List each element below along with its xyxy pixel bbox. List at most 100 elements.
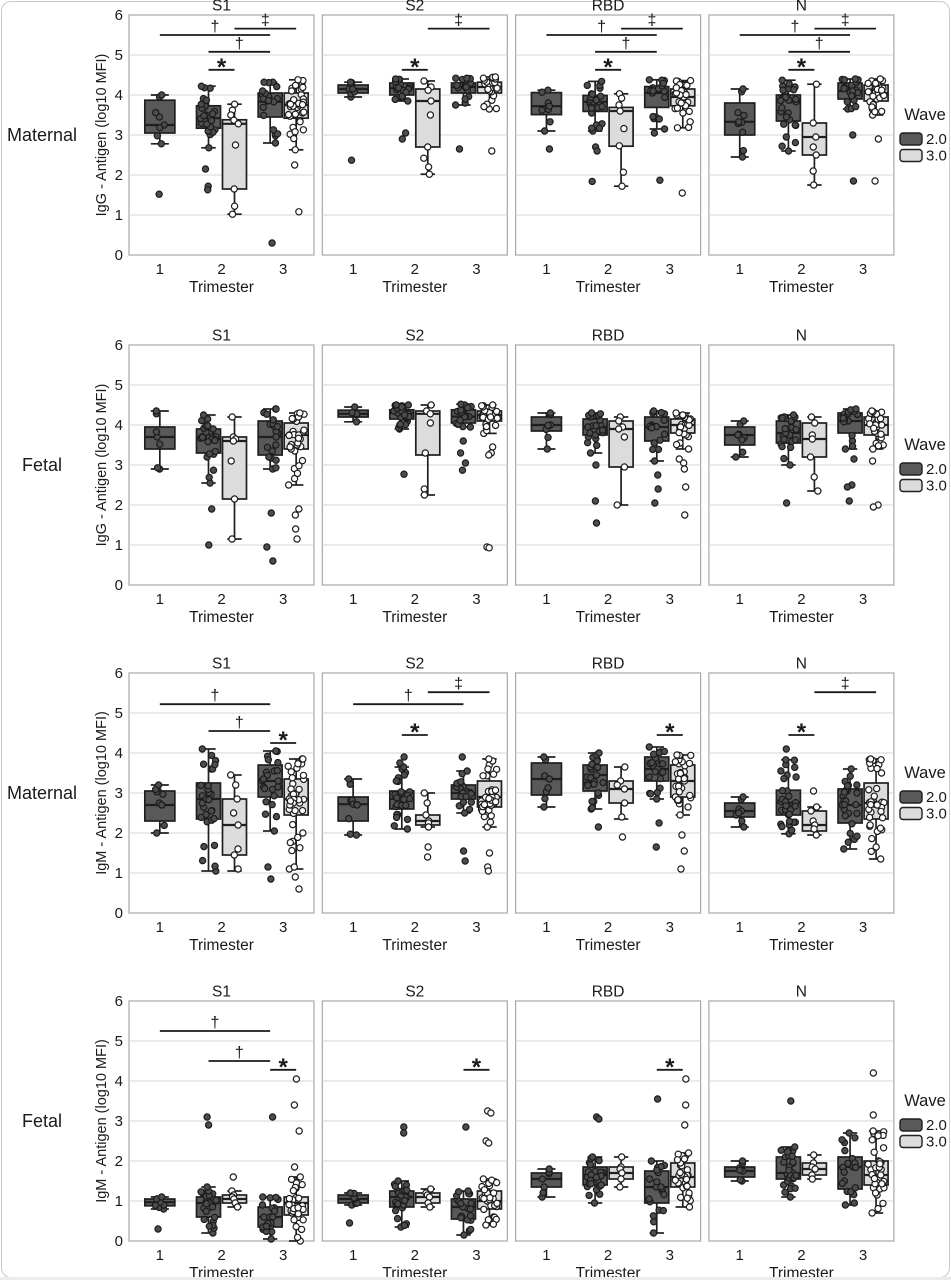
data-point: [298, 456, 307, 465]
data-point: [207, 807, 215, 815]
row-label: Fetal: [22, 1111, 62, 1131]
panel-title: N: [796, 984, 807, 1001]
data-point: [851, 75, 859, 83]
data-point: [263, 410, 271, 418]
x-tick-label: 3: [279, 1247, 287, 1264]
data-point: [847, 1188, 855, 1196]
data-point: [656, 774, 665, 783]
data-point: [734, 809, 743, 817]
data-point: [479, 772, 487, 780]
x-axis-title: Trimester: [576, 279, 641, 296]
data-point: [352, 831, 361, 839]
x-axis-title: Trimester: [189, 279, 254, 296]
data-point: [780, 120, 788, 128]
legend-title: Wave: [904, 1092, 946, 1110]
x-tick-label: 1: [542, 1247, 550, 1264]
data-point: [209, 425, 217, 433]
data-point: [847, 765, 855, 773]
significance-symbol: *: [472, 1054, 482, 1081]
data-point: [353, 801, 361, 809]
data-point: [677, 99, 685, 107]
data-point: [260, 1213, 268, 1221]
data-point: [457, 1199, 465, 1208]
data-point: [590, 780, 598, 788]
x-tick-label: 2: [217, 1247, 225, 1264]
data-point: [811, 419, 819, 427]
panel-title: S2: [405, 656, 424, 673]
data-point: [404, 401, 412, 409]
data-point: [814, 487, 822, 495]
data-point: [621, 763, 629, 771]
outlier-point: [345, 1219, 354, 1227]
data-point: [294, 434, 303, 442]
data-point: [791, 1143, 799, 1151]
data-point: [877, 1171, 885, 1179]
data-point: [400, 771, 409, 779]
significance-symbol: *: [797, 54, 807, 81]
data-point: [298, 100, 307, 109]
data-point: [780, 1158, 788, 1166]
data-point: [269, 416, 277, 424]
data-point: [151, 1201, 160, 1210]
data-point: [841, 1201, 850, 1209]
data-point: [262, 1222, 271, 1230]
data-point: [489, 1220, 498, 1228]
data-point: [778, 442, 786, 451]
data-point: [160, 821, 168, 830]
data-point: [485, 755, 493, 763]
data-point: [779, 86, 787, 94]
y-tick-label: 1: [115, 865, 123, 882]
x-tick-label: 2: [797, 591, 805, 608]
outlier-point: [654, 485, 662, 493]
y-tick-label: 1: [115, 207, 123, 224]
data-point: [786, 1193, 795, 1201]
data-point: [738, 436, 746, 444]
data-point: [544, 421, 552, 430]
data-point: [230, 495, 239, 503]
data-point: [780, 774, 788, 783]
data-point: [869, 92, 877, 100]
significance-symbol: †: [211, 19, 220, 36]
data-point: [586, 1160, 595, 1169]
box: [414, 88, 441, 148]
x-tick-label: 3: [859, 919, 867, 936]
data-point: [791, 121, 799, 129]
outlier-point: [264, 863, 272, 871]
data-point: [479, 1175, 488, 1183]
data-point: [647, 1157, 656, 1165]
data-point: [269, 1213, 277, 1221]
outlier-point: [455, 145, 464, 153]
significance-symbol: *: [410, 54, 420, 81]
data-point: [877, 430, 885, 438]
data-point: [673, 1156, 682, 1164]
data-point: [152, 108, 160, 117]
data-point: [841, 1146, 849, 1155]
data-point: [613, 501, 621, 509]
outlier-point: [424, 843, 432, 851]
x-tick-label: 1: [349, 261, 357, 278]
data-point: [839, 414, 847, 422]
box: [414, 410, 441, 456]
data-point: [687, 751, 695, 760]
data-point: [874, 1132, 882, 1140]
legend-label: 3.0: [926, 478, 947, 495]
data-point: [286, 443, 294, 451]
outlier-point: [203, 1113, 211, 1121]
data-point: [810, 825, 818, 833]
data-point: [426, 111, 435, 119]
panel-title: S2: [405, 328, 424, 345]
x-tick-label: 3: [472, 261, 480, 278]
outlier-point: [267, 509, 275, 517]
outlier-point: [588, 177, 596, 186]
data-point: [285, 1200, 293, 1209]
data-point: [617, 94, 626, 102]
data-point: [484, 765, 492, 773]
data-point: [394, 84, 403, 92]
outlier-point: [401, 129, 410, 137]
data-point: [683, 81, 691, 90]
data-point: [620, 463, 629, 471]
legend-swatch: [899, 1134, 923, 1149]
data-point: [198, 433, 207, 442]
data-point: [464, 404, 472, 412]
data-point: [615, 425, 623, 433]
